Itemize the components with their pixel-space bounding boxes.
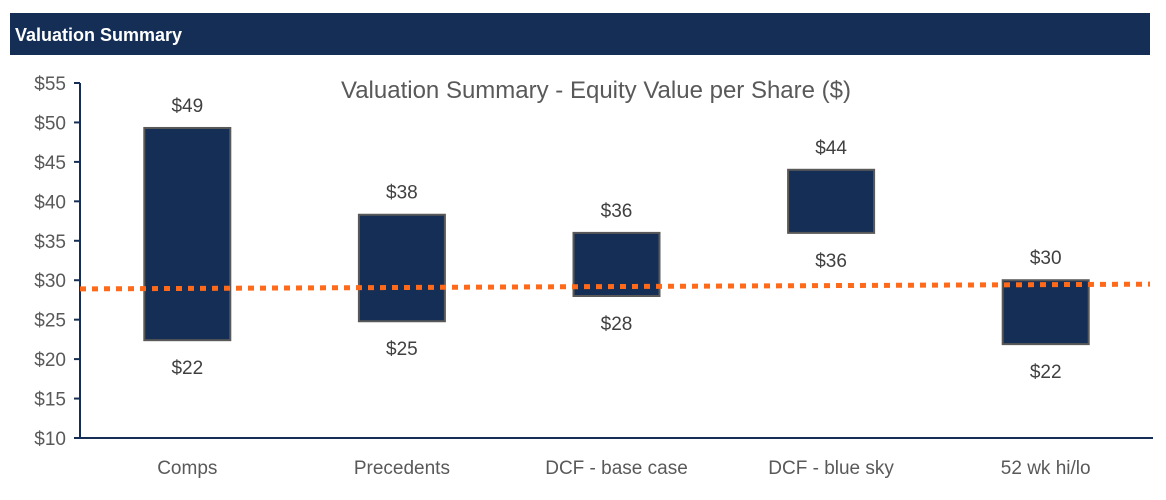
high-value-label: $30 [1030,248,1062,269]
high-value-label: $49 [171,96,203,117]
x-category-label: DCF - blue sky [768,458,894,479]
y-tick-label: $55 [34,74,66,95]
range-bar [357,213,446,323]
y-tick-label: $35 [34,232,66,253]
y-tick-label: $50 [34,113,66,134]
y-tick-label: $10 [34,429,66,450]
low-value-label: $28 [601,314,633,335]
y-tick-label: $20 [34,350,66,371]
x-category-label: DCF - base case [545,458,688,479]
section-header: Valuation Summary [10,13,1150,55]
section-title: Valuation Summary [15,25,183,45]
low-value-label: $36 [815,251,847,272]
x-category-label: Precedents [354,458,450,479]
range-bar [1001,279,1090,346]
high-value-label: $36 [601,201,633,222]
low-value-label: $22 [171,358,203,379]
chart-title: Valuation Summary - Equity Value per Sha… [341,77,851,104]
range-bar [143,126,232,342]
y-tick-label: $40 [34,192,66,213]
x-category-label: 52 wk hi/lo [1001,458,1091,479]
y-tick-label: $15 [34,390,66,411]
x-category-label: Comps [157,458,217,479]
low-value-label: $25 [386,339,418,360]
y-tick-label: $45 [34,153,66,174]
low-value-label: $22 [1030,362,1062,383]
high-value-label: $38 [386,183,418,204]
high-value-label: $44 [815,138,847,159]
y-tick-label: $30 [34,271,66,292]
range-bar [787,168,876,234]
y-tick-label: $25 [34,311,66,332]
reference-price-line [79,281,1151,292]
